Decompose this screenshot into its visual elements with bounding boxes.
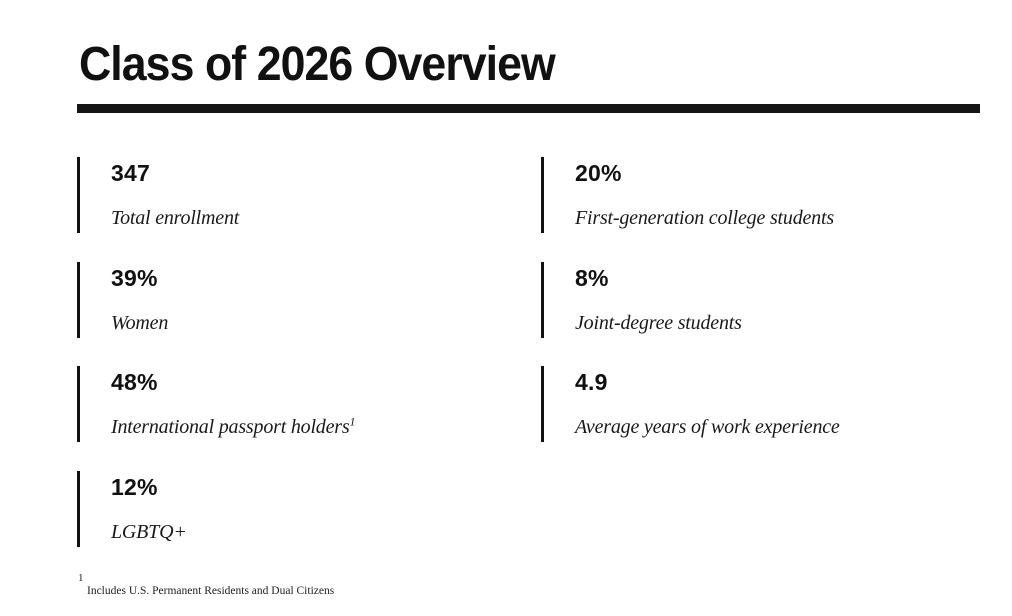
- stat-label: LGBTQ+: [111, 522, 507, 542]
- stat-value: 39%: [111, 265, 158, 291]
- stat-label: Women: [111, 313, 507, 333]
- stat-total-enrollment: 347 Total enrollment: [77, 157, 507, 233]
- stat-value: 4.9: [575, 369, 608, 395]
- footnote-marker: 1: [78, 572, 84, 584]
- footnote-text: Includes U.S. Permanent Residents and Du…: [87, 585, 335, 597]
- stat-value: 20%: [575, 160, 622, 186]
- stat-lgbtq: 12% LGBTQ+: [77, 471, 507, 547]
- stat-label-text: Total enrollment: [111, 207, 240, 229]
- stat-first-generation-college-students: 20% First-generation college students: [541, 157, 971, 233]
- stat-label-text: First-generation college students: [575, 207, 834, 229]
- stat-label: First-generation college students: [575, 208, 971, 228]
- stat-value: 347: [111, 160, 150, 186]
- stat-value: 12%: [111, 474, 158, 500]
- page-title: Class of 2026 Overview: [79, 38, 556, 91]
- stat-label: Joint-degree students: [575, 313, 971, 333]
- stat-value: 48%: [111, 369, 158, 395]
- stat-label-text: International passport holders: [111, 416, 350, 438]
- stat-average-years-work-experience: 4.9 Average years of work experience: [541, 366, 971, 442]
- stat-label-text: Women: [111, 312, 169, 334]
- stat-label-text: LGBTQ+: [111, 521, 187, 543]
- stat-label-text: Average years of work experience: [575, 416, 840, 438]
- stat-label-text: Joint-degree students: [575, 312, 742, 334]
- stat-label: Average years of work experience: [575, 417, 971, 437]
- stat-label: Total enrollment: [111, 208, 507, 228]
- stat-international-passport-holders: 48% International passport holders1: [77, 366, 507, 442]
- title-divider-rule: [77, 104, 980, 113]
- stat-value: 8%: [575, 265, 609, 291]
- stat-label-superscript: 1: [349, 414, 356, 429]
- footnote: 1 Includes U.S. Permanent Residents and …: [77, 573, 334, 598]
- stat-label: International passport holders1: [111, 414, 507, 438]
- stat-joint-degree-students: 8% Joint-degree students: [541, 262, 971, 338]
- stat-women: 39% Women: [77, 262, 507, 338]
